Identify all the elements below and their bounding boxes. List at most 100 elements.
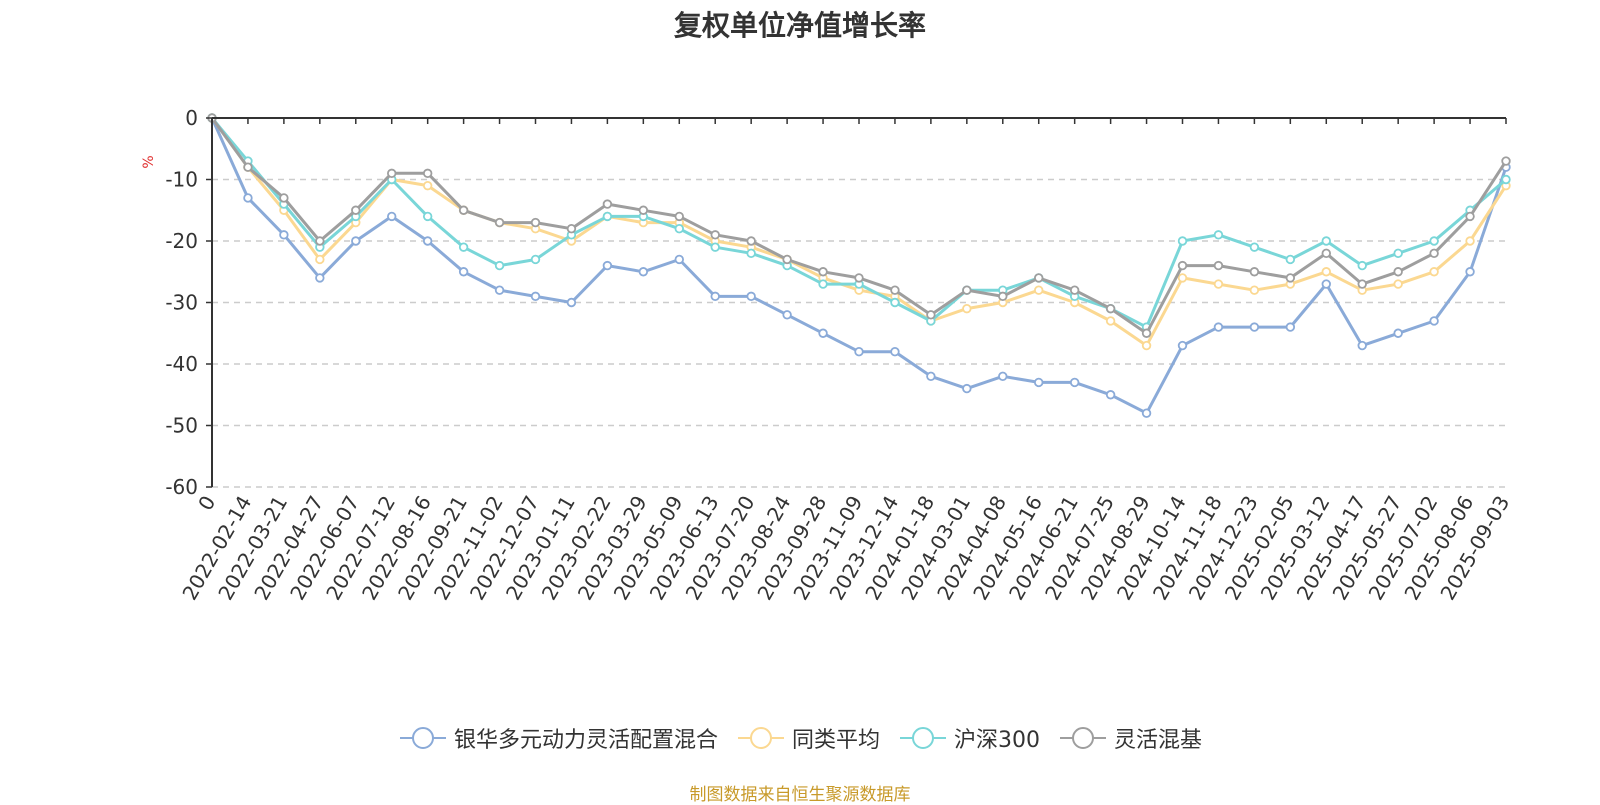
- y-tick-label: -40: [165, 352, 198, 376]
- chart-title: 复权单位净值增长率: [673, 9, 926, 42]
- legend-item[interactable]: 银华多元动力灵活配置混合: [398, 722, 718, 754]
- series-point: [351, 236, 361, 246]
- series-point: [1321, 248, 1331, 258]
- series-line: [210, 116, 1508, 348]
- series-point: [422, 211, 433, 222]
- series-line: [210, 116, 1508, 415]
- series-point: [458, 267, 469, 277]
- series-point: [351, 205, 361, 215]
- series-point: [1357, 260, 1367, 271]
- series-point: [1213, 260, 1224, 271]
- legend-marker-icon: [399, 727, 446, 749]
- y-tick-label: -30: [165, 291, 198, 315]
- series-point: [422, 236, 433, 246]
- series-point: [530, 291, 541, 302]
- series-point: [638, 267, 649, 277]
- series-point: [674, 223, 684, 234]
- series-point: [1177, 260, 1188, 271]
- series-point: [782, 254, 792, 265]
- line-chart: 0-10-20-30-40-50-6002022-02-142022-03-21…: [141, 106, 1514, 604]
- series-point: [1034, 273, 1044, 283]
- series-point: [1249, 322, 1260, 332]
- series-point: [243, 162, 253, 172]
- series-point: [1321, 236, 1331, 246]
- series-point: [422, 168, 433, 179]
- legend-item[interactable]: 灵活混基: [1058, 722, 1202, 754]
- series-point: [1141, 408, 1152, 418]
- series-point: [1429, 267, 1439, 277]
- series-point: [818, 267, 828, 277]
- series-point: [854, 347, 864, 357]
- series-point: [1285, 254, 1296, 265]
- series-point: [1141, 328, 1152, 338]
- series-point: [458, 205, 469, 215]
- series-point: [422, 180, 433, 191]
- series-point: [998, 371, 1008, 381]
- series-point: [1465, 211, 1475, 222]
- series-point: [279, 230, 289, 240]
- series-point: [1105, 316, 1116, 326]
- series-point: [1105, 303, 1116, 314]
- series-point: [1141, 340, 1152, 351]
- series-point: [890, 347, 900, 357]
- series-point: [1429, 236, 1439, 246]
- series-point: [315, 236, 325, 246]
- series-point: [602, 199, 613, 209]
- y-axis-unit-label: %: [141, 155, 157, 168]
- y-tick-label: -10: [165, 168, 198, 192]
- grid-layer: [212, 178, 1506, 488]
- legend-label: 沪深300: [954, 728, 1040, 753]
- series-point: [530, 254, 541, 265]
- series-point: [818, 328, 828, 338]
- series-point: [962, 285, 972, 295]
- series-point: [1501, 156, 1511, 166]
- series-point: [1465, 236, 1475, 246]
- series-point: [674, 211, 684, 222]
- series-point: [530, 217, 541, 228]
- series-point: [1321, 267, 1331, 277]
- series-point: [1034, 377, 1044, 388]
- series-point: [710, 291, 720, 302]
- series-point: [710, 242, 720, 252]
- series-point: [458, 242, 469, 252]
- series-point: [566, 223, 577, 234]
- series-point: [746, 248, 756, 258]
- legend-label: 灵活混基: [1114, 728, 1203, 753]
- series-point: [1069, 377, 1080, 388]
- x-tick-label: 0: [193, 492, 220, 515]
- series-point: [494, 285, 505, 295]
- series-point: [1213, 230, 1224, 240]
- legend-item[interactable]: 沪深300: [898, 722, 1040, 754]
- series-line: [210, 116, 1508, 329]
- series-point: [1465, 267, 1475, 277]
- series-point: [1357, 340, 1367, 351]
- series-point: [1393, 267, 1403, 277]
- series-point: [854, 273, 864, 283]
- axis-layer: 0-10-20-30-40-50-6002022-02-142022-03-21…: [165, 106, 1514, 604]
- series-point: [962, 383, 972, 394]
- series-point: [1285, 322, 1296, 332]
- series-point: [315, 254, 325, 265]
- series-point: [1321, 279, 1331, 289]
- series-point: [1177, 273, 1188, 283]
- series-point: [1213, 279, 1224, 289]
- series-point: [1105, 390, 1116, 400]
- series-point: [1177, 236, 1188, 246]
- series-point: [602, 211, 613, 222]
- series-point: [1393, 328, 1403, 338]
- series-point: [926, 371, 936, 381]
- series-point: [926, 310, 936, 320]
- series-point: [638, 205, 649, 215]
- series-point: [1393, 279, 1403, 289]
- legend-marker-icon: [1060, 727, 1106, 749]
- legend-item[interactable]: 同类平均: [736, 722, 880, 754]
- legend-marker-icon: [900, 727, 946, 749]
- y-tick-label: -50: [165, 414, 198, 438]
- y-tick-label: -60: [165, 475, 198, 499]
- series-point: [1285, 273, 1296, 283]
- series-point: [494, 260, 505, 271]
- series-point: [494, 217, 505, 228]
- series-point: [890, 285, 900, 295]
- series-point: [1034, 285, 1044, 295]
- series-point: [1249, 242, 1260, 252]
